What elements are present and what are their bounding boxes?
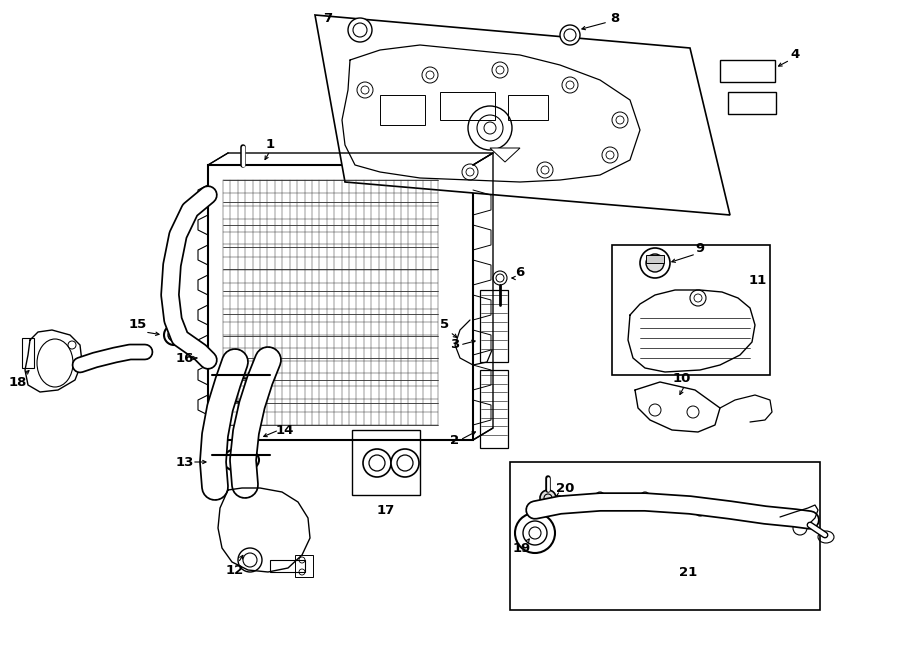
Ellipse shape bbox=[238, 548, 262, 572]
Text: 2: 2 bbox=[450, 434, 460, 446]
Text: 21: 21 bbox=[679, 566, 698, 578]
Ellipse shape bbox=[348, 18, 372, 42]
Bar bbox=[646, 255, 664, 263]
Bar bbox=[480, 370, 508, 448]
Ellipse shape bbox=[560, 25, 580, 45]
Ellipse shape bbox=[594, 492, 606, 508]
Ellipse shape bbox=[223, 378, 259, 402]
Text: 13: 13 bbox=[176, 455, 194, 469]
Text: 17: 17 bbox=[377, 504, 395, 516]
Text: 12: 12 bbox=[226, 563, 244, 576]
Bar bbox=[22, 338, 34, 368]
Ellipse shape bbox=[164, 325, 184, 345]
Text: 15: 15 bbox=[129, 319, 147, 332]
Text: 11: 11 bbox=[749, 274, 767, 286]
Text: 7: 7 bbox=[323, 11, 333, 24]
Ellipse shape bbox=[493, 271, 507, 285]
Ellipse shape bbox=[793, 521, 807, 535]
Text: 14: 14 bbox=[275, 424, 294, 436]
Bar bbox=[380, 95, 425, 125]
Bar bbox=[352, 430, 420, 495]
Text: 5: 5 bbox=[440, 319, 450, 332]
Ellipse shape bbox=[363, 449, 391, 477]
Ellipse shape bbox=[640, 248, 670, 278]
Bar bbox=[208, 165, 473, 440]
Ellipse shape bbox=[639, 492, 651, 508]
Bar bbox=[270, 560, 305, 572]
Text: 18: 18 bbox=[9, 375, 27, 389]
Text: 8: 8 bbox=[610, 11, 619, 24]
Text: 9: 9 bbox=[696, 241, 705, 254]
Text: 10: 10 bbox=[673, 371, 691, 385]
Ellipse shape bbox=[694, 500, 706, 516]
Polygon shape bbox=[490, 148, 520, 162]
Bar bbox=[612, 245, 770, 375]
Bar bbox=[728, 92, 776, 114]
Ellipse shape bbox=[391, 449, 419, 477]
Polygon shape bbox=[315, 15, 730, 215]
Bar bbox=[480, 290, 508, 362]
Ellipse shape bbox=[468, 106, 512, 150]
Bar bbox=[295, 555, 313, 577]
Text: 3: 3 bbox=[450, 338, 460, 352]
Ellipse shape bbox=[37, 339, 73, 387]
Text: 6: 6 bbox=[516, 266, 525, 278]
Ellipse shape bbox=[515, 513, 555, 553]
Text: 4: 4 bbox=[790, 48, 799, 61]
Text: 16: 16 bbox=[176, 352, 194, 364]
Text: 1: 1 bbox=[266, 139, 274, 151]
Text: 19: 19 bbox=[513, 541, 531, 555]
Ellipse shape bbox=[540, 490, 556, 506]
Ellipse shape bbox=[690, 290, 706, 306]
Ellipse shape bbox=[646, 254, 664, 272]
Bar bbox=[508, 95, 548, 120]
Text: 20: 20 bbox=[556, 481, 574, 494]
Bar bbox=[720, 60, 775, 82]
Bar bbox=[440, 92, 495, 120]
Ellipse shape bbox=[223, 448, 259, 472]
Bar bbox=[510, 462, 820, 610]
